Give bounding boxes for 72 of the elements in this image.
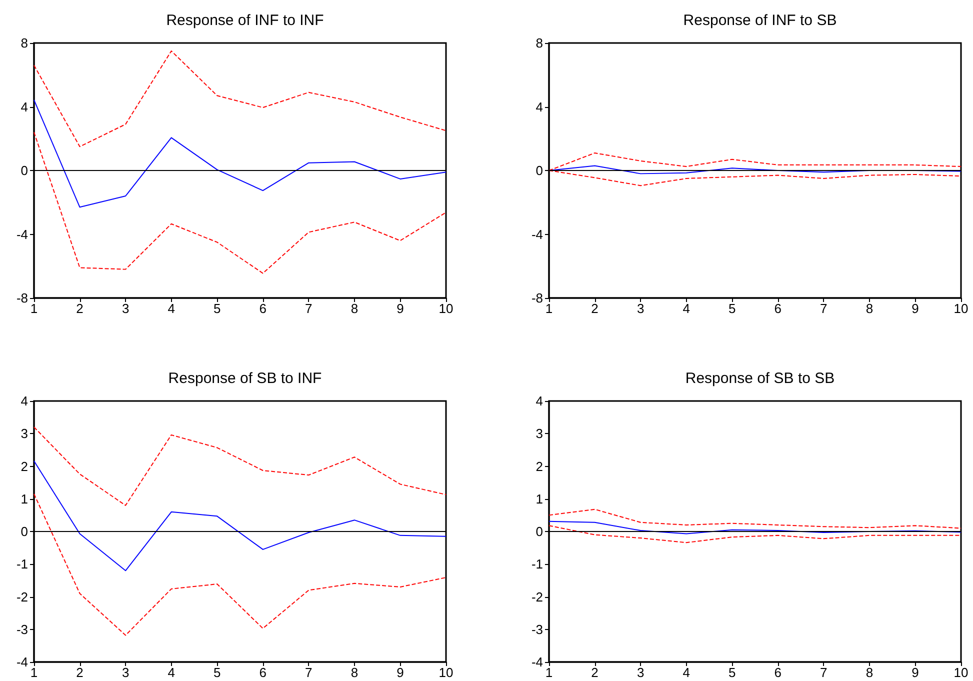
x-tick-label: 2 [591,301,598,316]
y-tick-label: -8 [16,290,28,306]
x-tick-label: 5 [728,301,736,316]
y-tick-label: 0 [20,163,28,178]
y-tick-label: 4 [536,394,543,408]
y-tick-label: -2 [531,589,543,604]
x-tick-label: 8 [350,301,358,316]
x-tick-label: 7 [305,665,312,680]
x-tick-label: 9 [912,665,919,680]
x-tick-label: 1 [30,301,38,316]
x-tick-label: 4 [168,665,175,680]
y-tick-label: 1 [536,491,543,506]
y-tick-label: 8 [20,36,28,50]
y-tick-label: 4 [536,99,543,114]
chart-title: Response of INF to INF [166,12,324,29]
x-tick-label: 10 [954,301,968,316]
x-tick-label: 8 [866,301,874,316]
x-tick-label: 2 [76,665,84,680]
y-tick-label: 2 [536,458,543,474]
x-tick-label: 7 [305,301,312,316]
x-tick-label: 10 [438,301,454,316]
y-tick-label: 2 [20,458,28,474]
y-tick-label: 4 [20,394,28,408]
x-tick-label: 6 [774,665,782,680]
y-tick-label: -4 [531,654,543,670]
x-tick-label: 4 [682,301,690,316]
x-tick-label: 9 [396,665,404,680]
x-tick-label: 8 [866,665,874,680]
chart-title: Response of INF to SB [683,12,837,29]
x-tick-label: 7 [820,301,828,316]
y-tick-label: 3 [20,426,28,442]
x-tick-label: 1 [30,665,38,680]
x-tick-label: 6 [259,665,267,680]
x-tick-label: 8 [350,665,358,680]
y-tick-label: -4 [531,226,543,242]
x-tick-label: 10 [438,665,454,680]
x-tick-label: 3 [122,665,130,680]
y-tick-label: -1 [531,556,543,572]
x-tick-label: 6 [259,301,267,316]
y-tick-label: 8 [536,36,543,50]
x-tick-label: 1 [545,665,553,680]
y-tick-label: -3 [531,622,543,637]
x-tick-label: 3 [122,301,130,316]
y-tick-label: 0 [536,524,543,539]
y-tick-label: -4 [16,226,28,242]
chart-title: Response of SB to SB [685,370,835,387]
y-tick-label: 4 [20,99,28,114]
y-tick-label: 1 [20,491,28,506]
y-tick-label: -8 [531,290,543,306]
x-tick-label: 4 [682,665,690,680]
x-tick-label: 1 [545,301,553,316]
y-tick-label: 0 [536,163,543,178]
x-tick-label: 9 [912,301,919,316]
y-tick-label: -4 [16,654,28,670]
y-tick-label: -2 [16,589,28,604]
x-tick-label: 3 [636,301,644,316]
x-tick-label: 4 [168,301,175,316]
x-tick-label: 6 [774,301,782,316]
x-tick-label: 5 [728,665,736,680]
y-tick-label: 3 [536,426,543,442]
y-tick-label: -1 [16,556,28,572]
x-tick-label: 5 [213,665,221,680]
x-tick-label: 2 [76,301,84,316]
x-tick-label: 10 [954,665,968,680]
y-tick-label: -3 [16,622,28,637]
x-tick-label: 9 [396,301,404,316]
x-tick-label: 3 [636,665,644,680]
chart-title: Response of SB to INF [168,370,322,387]
y-tick-label: 0 [20,524,28,539]
x-tick-label: 7 [820,665,828,680]
x-tick-label: 5 [213,301,221,316]
x-tick-label: 2 [591,665,598,680]
